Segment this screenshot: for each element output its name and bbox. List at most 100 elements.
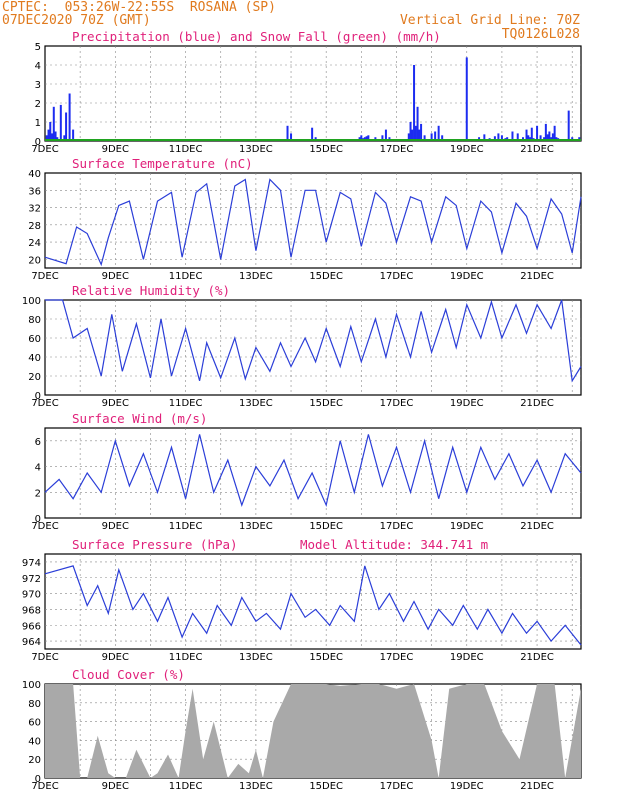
precip-bar [536, 125, 539, 141]
precip-bar [68, 93, 71, 141]
precip-bar [54, 131, 57, 141]
x-tick-label: 17DEC [380, 144, 414, 155]
x-tick-label: 15DEC [309, 271, 343, 282]
y-tick-label: 80 [28, 699, 41, 710]
precip-bar [416, 106, 419, 141]
y-tick-label: 40 [28, 353, 41, 364]
precip-bar [407, 133, 410, 141]
panel-frame [44, 299, 582, 396]
humidity-line [45, 299, 582, 383]
y-tick-label: 36 [28, 186, 41, 197]
x-tick-label: 15DEC [309, 781, 343, 792]
y-tick-label: 20 [28, 255, 41, 266]
y-tick-label: 4 [35, 463, 41, 474]
x-tick-label: 19DEC [450, 398, 484, 409]
x-tick-label: 17DEC [380, 521, 414, 532]
precip-bar [430, 133, 433, 141]
precip-bar [423, 135, 426, 141]
precip-bar [434, 131, 437, 141]
y-tick-label: 3 [35, 80, 41, 91]
y-tick-label: 100 [22, 680, 41, 691]
x-tick-label: 7DEC [31, 652, 58, 663]
precip-bar [493, 136, 496, 141]
x-tick-label: 19DEC [450, 781, 484, 792]
x-tick-label: 15DEC [309, 521, 343, 532]
x-tick-label: 17DEC [380, 271, 414, 282]
y-tick-label: 0 [35, 514, 41, 525]
panel-title: Surface Pressure (hPa) [72, 537, 238, 552]
precip-bar [546, 134, 549, 141]
y-tick-label: 974 [22, 558, 41, 569]
x-tick-label: 7DEC [31, 398, 58, 409]
x-tick-label: 17DEC [380, 398, 414, 409]
y-tick-label: 32 [28, 204, 41, 215]
precip-bar [567, 110, 570, 141]
x-tick-label: 13DEC [239, 521, 273, 532]
x-tick-label: 13DEC [239, 144, 273, 155]
precip-bar [539, 135, 542, 141]
precip-bar [311, 127, 314, 141]
precip-bar [72, 129, 75, 141]
x-tick-label: 19DEC [450, 144, 484, 155]
y-tick-label: 20 [28, 372, 41, 383]
precip-bar [527, 135, 530, 141]
precip-bar [516, 133, 519, 141]
precip-bar [465, 57, 468, 141]
precip-bar [437, 125, 440, 141]
run-date: 07DEC2020 70Z (GMT) [2, 13, 151, 28]
precip-bar [52, 106, 55, 141]
precip-bar [548, 131, 551, 141]
x-tick-label: 15DEC [309, 652, 343, 663]
precip-bar [500, 135, 503, 141]
precip-bar [381, 135, 384, 141]
precip-bar [418, 129, 421, 141]
precip-bar [411, 129, 414, 141]
x-tick-label: 13DEC [239, 271, 273, 282]
precip-bar [511, 131, 514, 141]
panel-frame [44, 45, 582, 142]
x-tick-label: 11DEC [169, 144, 203, 155]
x-tick-label: 21DEC [520, 271, 554, 282]
y-tick-label: 972 [22, 574, 41, 585]
y-tick-label: 28 [28, 221, 41, 232]
x-tick-label: 19DEC [450, 521, 484, 532]
panel-frame [44, 553, 582, 650]
precip-bar [544, 123, 547, 141]
x-tick-label: 21DEC [520, 144, 554, 155]
x-tick-label: 11DEC [169, 652, 203, 663]
pressure-line [44, 565, 582, 646]
precip-bar [553, 125, 556, 141]
x-tick-label: 19DEC [450, 271, 484, 282]
x-tick-label: 9DEC [102, 521, 129, 532]
x-tick-label: 11DEC [169, 521, 203, 532]
y-tick-label: 20 [28, 755, 41, 766]
y-tick-label: 4 [35, 61, 41, 72]
y-tick-label: 0 [35, 391, 41, 402]
precip-bar [360, 135, 363, 141]
precip-bar [551, 133, 554, 141]
y-tick-label: 2 [35, 99, 41, 110]
panel-title: Relative Humidity (%) [72, 283, 230, 298]
x-tick-label: 15DEC [309, 144, 343, 155]
y-tick-label: 40 [28, 736, 41, 747]
x-tick-label: 7DEC [31, 781, 58, 792]
x-tick-label: 9DEC [102, 781, 129, 792]
vertical-grid-note: Vertical Grid Line: 70Z [399, 13, 580, 28]
temperature-line [44, 178, 582, 267]
x-tick-label: 7DEC [31, 521, 58, 532]
y-tick-label: 0 [35, 774, 41, 785]
x-tick-label: 19DEC [450, 652, 484, 663]
x-tick-label: 11DEC [169, 271, 203, 282]
cloud-cover-area [45, 684, 581, 778]
precip-bar [45, 135, 48, 141]
precip-bar [49, 122, 52, 141]
precip-bar [51, 133, 54, 141]
x-tick-label: 11DEC [169, 398, 203, 409]
y-tick-label: 24 [28, 238, 41, 249]
precip-bar [59, 104, 62, 141]
y-tick-label: 968 [22, 605, 41, 616]
x-tick-label: 13DEC [239, 652, 273, 663]
precip-bar [420, 123, 423, 141]
y-tick-label: 60 [28, 718, 41, 729]
